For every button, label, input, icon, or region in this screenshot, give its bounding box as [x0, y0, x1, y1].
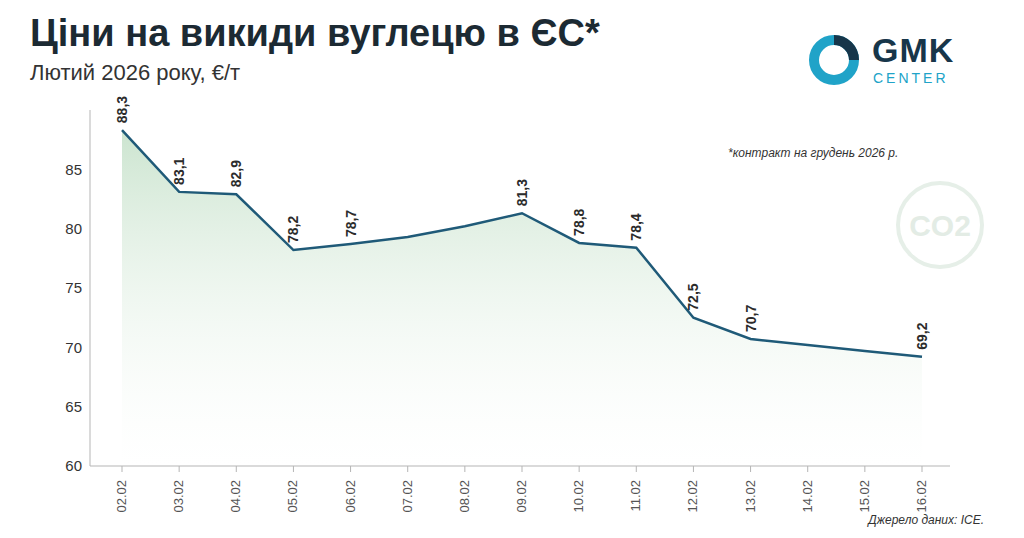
svg-text:69,2: 69,2 [914, 322, 930, 349]
html-text:Ціни на викиди вуглецю в ЄС*: Ціни на викиди вуглецю в ЄС* [30, 12, 600, 54]
svg-text:16.02: 16.02 [914, 480, 929, 513]
html-text:Лютий 2026 року, €/т: Лютий 2026 року, €/т [30, 60, 241, 85]
svg-text:10.02: 10.02 [571, 480, 586, 513]
svg-text:78,2: 78,2 [285, 216, 301, 243]
svg-text:60: 60 [65, 457, 82, 474]
svg-text:13.02: 13.02 [743, 480, 758, 513]
svg-text:70,7: 70,7 [743, 305, 759, 332]
svg-text:83,1: 83,1 [171, 157, 187, 184]
svg-text:CO2: CO2 [909, 209, 971, 242]
html-text:CENTER: CENTER [873, 70, 949, 86]
html-text:*контракт на грудень 2026 р.: *контракт на грудень 2026 р. [728, 146, 899, 160]
svg-text:05.02: 05.02 [285, 480, 300, 513]
svg-text:12.02: 12.02 [685, 480, 700, 513]
svg-text:81,3: 81,3 [514, 179, 530, 206]
svg-text:08.02: 08.02 [457, 480, 472, 513]
svg-text:04.02: 04.02 [228, 480, 243, 513]
svg-text:78,7: 78,7 [343, 210, 359, 237]
svg-text:82,9: 82,9 [228, 160, 244, 187]
svg-text:88,3: 88,3 [114, 96, 130, 123]
svg-text:75: 75 [65, 279, 82, 296]
svg-text:70: 70 [65, 339, 82, 356]
svg-text:11.02: 11.02 [628, 480, 643, 512]
svg-text:78,4: 78,4 [628, 213, 644, 240]
svg-text:02.02: 02.02 [114, 480, 129, 513]
svg-text:85: 85 [65, 161, 82, 178]
svg-text:80: 80 [65, 220, 82, 237]
svg-text:06.02: 06.02 [343, 480, 358, 513]
svg-text:15.02: 15.02 [857, 480, 872, 513]
html-text:GMK: GMK [872, 31, 955, 69]
svg-text:03.02: 03.02 [171, 480, 186, 513]
html-text:Джерело даних: ICE.: Джерело даних: ICE. [868, 513, 984, 527]
svg-text:72,5: 72,5 [685, 283, 701, 310]
svg-text:78,8: 78,8 [571, 208, 587, 235]
svg-text:09.02: 09.02 [514, 480, 529, 513]
svg-text:14.02: 14.02 [800, 480, 815, 513]
svg-text:07.02: 07.02 [400, 480, 415, 513]
svg-text:65: 65 [65, 398, 82, 415]
